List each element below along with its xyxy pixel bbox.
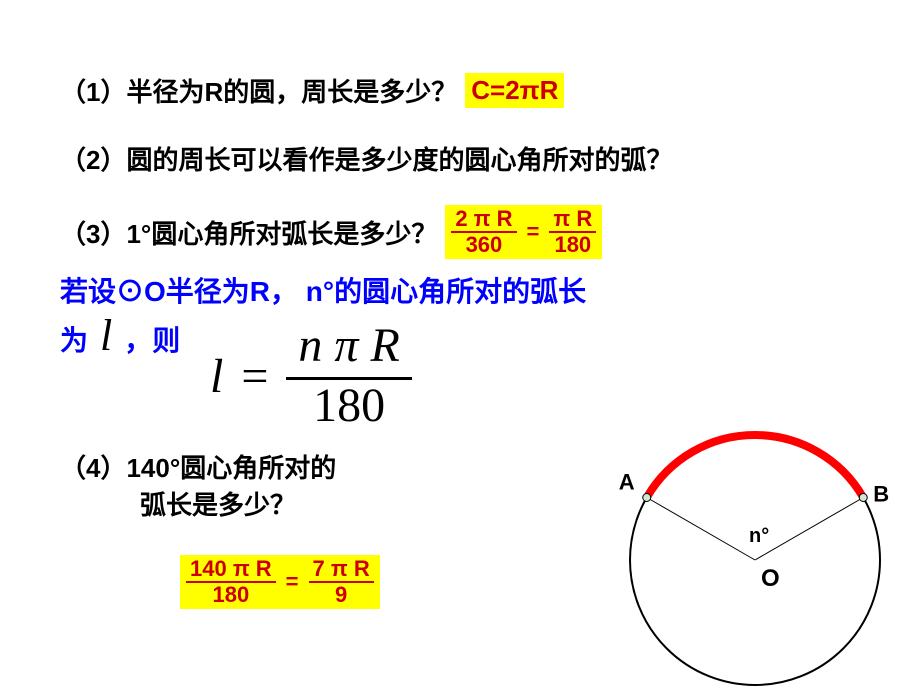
- q3-eq: =: [527, 219, 540, 245]
- q4-formula: 140 π R 180 = 7 π R 9: [186, 557, 374, 607]
- q4-frac-right-den: 9: [331, 583, 351, 607]
- q3-frac-right-den: 180: [550, 233, 595, 257]
- q3-formula-highlight: 2 π R 360 = π R 180: [445, 205, 602, 259]
- q3-text: （3）1°圆心角所对弧长是多少？: [60, 214, 437, 251]
- svg-text:B: B: [873, 482, 889, 507]
- formula-frac: n π R 180: [286, 320, 411, 433]
- q4-line1: （4）140°圆心角所对的: [60, 448, 336, 485]
- q1-text: （1）半径为R的圆，周长是多少？: [60, 72, 457, 109]
- q2-text: （2）圆的周长可以看作是多少度的圆心角所对的弧？: [60, 140, 672, 177]
- q4-frac-right: 7 π R 9: [309, 557, 374, 607]
- l-symbol-inline: l: [100, 310, 112, 361]
- q3-frac-left-den: 360: [462, 233, 507, 257]
- q3-frac-left-num: 2 π R: [451, 207, 516, 233]
- q3-frac-left: 2 π R 360: [451, 207, 516, 257]
- q3-formula: 2 π R 360 = π R 180: [451, 207, 596, 257]
- q3-frac-right: π R 180: [549, 207, 596, 257]
- blue-line2-mid: ，则: [124, 319, 180, 359]
- formula-den: 180: [309, 380, 389, 433]
- q3-frac-right-num: π R: [549, 207, 596, 233]
- formula-lhs: l: [210, 349, 223, 404]
- formula-num: n π R: [286, 320, 411, 380]
- svg-text:O: O: [761, 565, 780, 592]
- q4-frac-right-num: 7 π R: [309, 557, 374, 583]
- svg-text:A: A: [619, 470, 635, 495]
- svg-text:n°: n°: [749, 525, 769, 547]
- q4-frac-left-num: 140 π R: [186, 557, 276, 583]
- q4-line2: 弧长是多少？: [60, 485, 336, 522]
- q1-answer: C=2πR: [471, 75, 558, 106]
- formula-eq: =: [241, 349, 268, 404]
- q4-formula-highlight: 140 π R 180 = 7 π R 9: [180, 555, 380, 609]
- q4-frac-left: 140 π R 180: [186, 557, 276, 607]
- blue-line2-prefix: 为: [60, 319, 88, 359]
- q1-answer-highlight: C=2πR: [465, 73, 564, 108]
- q4-eq: =: [286, 569, 299, 595]
- blue-line1: 若设⊙O半径为R， n°的圆心角所对的弧长: [60, 270, 586, 310]
- main-formula: l = n π R 180: [210, 320, 412, 433]
- q4-frac-left-den: 180: [208, 583, 253, 607]
